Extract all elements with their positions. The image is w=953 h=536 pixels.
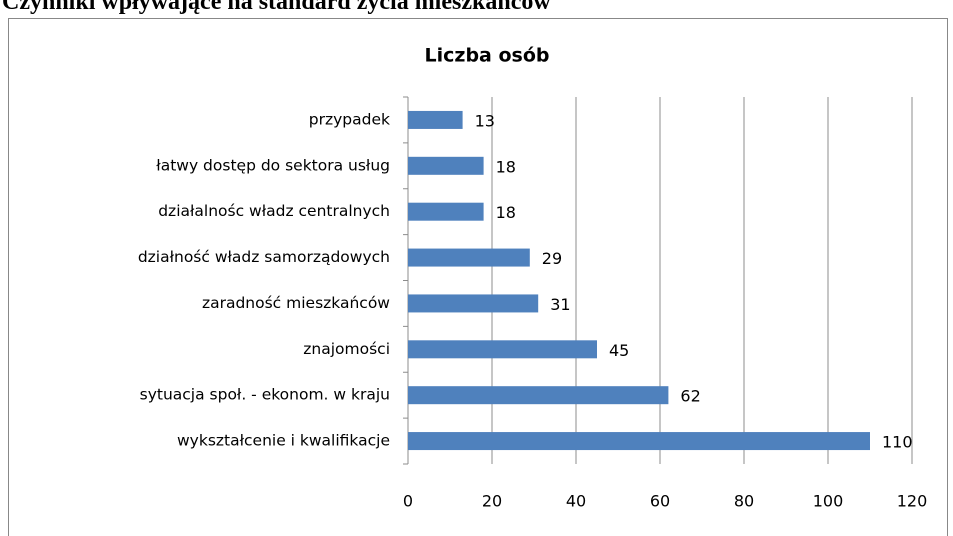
value-label: 31 <box>550 295 570 314</box>
bar <box>408 432 870 451</box>
y-tick-label: znajomości <box>303 340 390 358</box>
bar <box>408 386 669 405</box>
x-tick-label: 40 <box>566 492 586 511</box>
y-tick-label: zaradność mieszkańców <box>202 294 390 312</box>
chart-frame <box>8 18 948 536</box>
value-label: 110 <box>882 433 913 452</box>
x-tick-label: 100 <box>813 492 844 511</box>
y-tick-label: sytuacja społ. - ekonom. w kraju <box>140 386 390 404</box>
value-label: 13 <box>475 111 495 130</box>
x-tick-label: 20 <box>482 492 502 511</box>
y-tick-label: przypadek <box>309 110 390 128</box>
bar <box>408 156 484 175</box>
bar <box>408 294 539 313</box>
page-heading: Czynniki wpływające na standard życia mi… <box>2 0 551 15</box>
bar <box>408 340 597 359</box>
value-label: 45 <box>609 341 629 360</box>
x-tick-label: 80 <box>734 492 754 511</box>
x-tick-label: 0 <box>403 492 413 511</box>
y-tick-label: łatwy dostęp do sektora usług <box>156 156 390 174</box>
bar <box>408 110 463 129</box>
bar <box>408 202 484 221</box>
value-label: 18 <box>496 157 516 176</box>
value-label: 18 <box>496 203 516 222</box>
bar <box>408 248 530 267</box>
y-tick-label: wykształcenie i kwalifikacje <box>177 432 390 450</box>
y-tick-label: działność władz samorządowych <box>138 248 390 266</box>
x-tick-label: 120 <box>897 492 928 511</box>
value-label: 29 <box>542 249 562 268</box>
y-tick-label: działalnośc władz centralnych <box>158 202 390 220</box>
x-tick-label: 60 <box>650 492 670 511</box>
chart-title: Liczba osób <box>425 45 550 67</box>
value-label: 62 <box>680 387 700 406</box>
